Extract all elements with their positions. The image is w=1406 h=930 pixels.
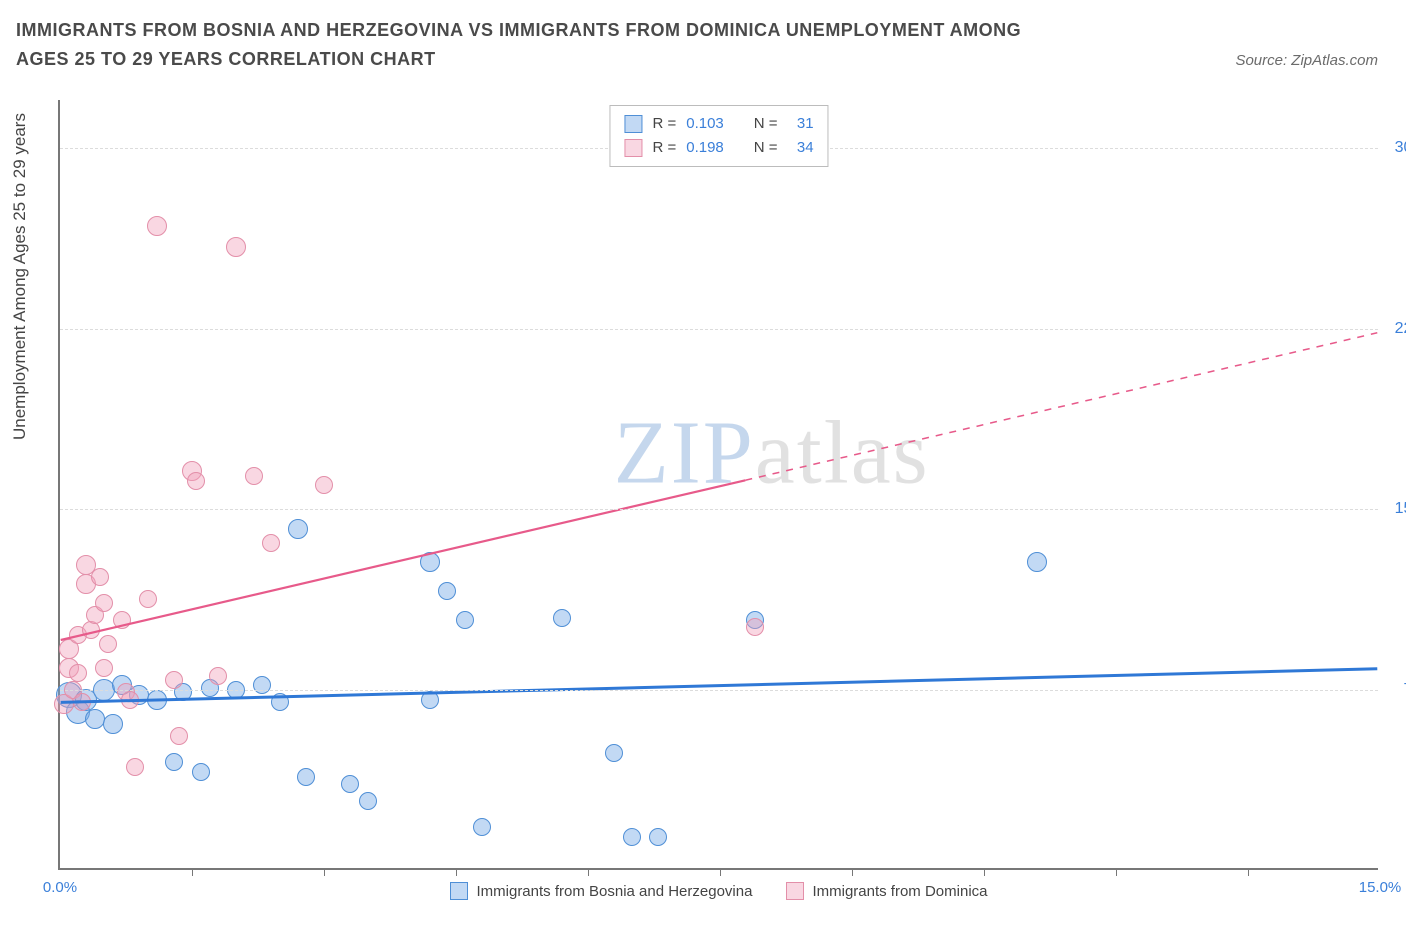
scatter-point-dominica bbox=[121, 691, 139, 709]
source-label: Source: ZipAtlas.com bbox=[1235, 52, 1378, 69]
y-axis-label: Unemployment Among Ages 25 to 29 years bbox=[10, 113, 30, 440]
scatter-point-bosnia bbox=[456, 611, 474, 629]
scatter-point-bosnia bbox=[438, 582, 456, 600]
x-tick bbox=[324, 868, 325, 876]
scatter-point-bosnia bbox=[421, 691, 439, 709]
x-tick bbox=[456, 868, 457, 876]
scatter-point-bosnia bbox=[553, 609, 571, 627]
scatter-point-dominica bbox=[95, 659, 113, 677]
legend-swatch bbox=[624, 139, 642, 157]
scatter-point-bosnia bbox=[271, 693, 289, 711]
scatter-point-dominica bbox=[170, 727, 188, 745]
scatter-point-dominica bbox=[91, 568, 109, 586]
scatter-point-dominica bbox=[226, 237, 246, 257]
r-label: R = bbox=[652, 112, 676, 136]
legend-stats: R = 0.103 N = 31 R = 0.198 N = 34 bbox=[609, 105, 828, 167]
legend-bottom: Immigrants from Bosnia and Herzegovina Im… bbox=[60, 882, 1378, 900]
scatter-point-dominica bbox=[95, 594, 113, 612]
scatter-point-dominica bbox=[113, 611, 131, 629]
x-tick bbox=[1116, 868, 1117, 876]
n-value: 34 bbox=[788, 136, 814, 160]
x-tick bbox=[984, 868, 985, 876]
title-bar: IMMIGRANTS FROM BOSNIA AND HERZEGOVINA V… bbox=[16, 16, 1390, 86]
x-tick bbox=[192, 868, 193, 876]
scatter-point-dominica bbox=[262, 534, 280, 552]
legend-item-dominica: Immigrants from Dominica bbox=[786, 882, 987, 900]
scatter-point-bosnia bbox=[420, 552, 440, 572]
scatter-point-dominica bbox=[126, 758, 144, 776]
gridline-h bbox=[60, 329, 1378, 330]
y-tick-label: 7.5% bbox=[1384, 681, 1406, 699]
scatter-point-dominica bbox=[746, 618, 764, 636]
scatter-point-bosnia bbox=[473, 818, 491, 836]
x-tick-label: 0.0% bbox=[43, 879, 77, 896]
legend-swatch bbox=[786, 882, 804, 900]
legend-swatch bbox=[624, 115, 642, 133]
x-tick bbox=[852, 868, 853, 876]
scatter-point-bosnia bbox=[297, 768, 315, 786]
scatter-point-dominica bbox=[69, 664, 87, 682]
n-label: N = bbox=[754, 136, 778, 160]
scatter-point-dominica bbox=[147, 216, 167, 236]
chart-area: R =0.103N =31R =0.198N =34 ZIPatlas Immi… bbox=[58, 100, 1378, 870]
r-label: R = bbox=[652, 136, 676, 160]
legend-label: Immigrants from Bosnia and Herzegovina bbox=[476, 883, 752, 900]
legend-item-bosnia: Immigrants from Bosnia and Herzegovina bbox=[450, 882, 752, 900]
scatter-point-dominica bbox=[315, 476, 333, 494]
r-value: 0.103 bbox=[686, 112, 724, 136]
gridline-h bbox=[60, 509, 1378, 510]
y-tick-label: 22.5% bbox=[1384, 320, 1406, 338]
x-tick-label: 15.0% bbox=[1359, 879, 1402, 896]
scatter-point-bosnia bbox=[147, 690, 167, 710]
legend-stat-row: R = 0.198 N = 34 bbox=[624, 136, 813, 160]
scatter-point-bosnia bbox=[605, 744, 623, 762]
scatter-point-bosnia bbox=[341, 775, 359, 793]
scatter-point-dominica bbox=[73, 693, 91, 711]
x-tick bbox=[588, 868, 589, 876]
scatter-point-bosnia bbox=[649, 828, 667, 846]
scatter-point-bosnia bbox=[359, 792, 377, 810]
legend-label: Immigrants from Dominica bbox=[812, 883, 987, 900]
legend-stat-row: R = 0.103 N = 31 bbox=[624, 112, 813, 136]
scatter-point-bosnia bbox=[1027, 552, 1047, 572]
plot-region bbox=[60, 100, 1378, 868]
scatter-point-bosnia bbox=[192, 763, 210, 781]
scatter-point-dominica bbox=[99, 635, 117, 653]
scatter-point-bosnia bbox=[165, 753, 183, 771]
scatter-point-dominica bbox=[209, 667, 227, 685]
x-tick bbox=[1248, 868, 1249, 876]
scatter-point-dominica bbox=[187, 472, 205, 490]
n-label: N = bbox=[754, 112, 778, 136]
scatter-point-dominica bbox=[139, 590, 157, 608]
scatter-point-bosnia bbox=[288, 519, 308, 539]
x-tick bbox=[720, 868, 721, 876]
legend-swatch bbox=[450, 882, 468, 900]
y-tick-label: 15.0% bbox=[1384, 500, 1406, 518]
scatter-point-dominica bbox=[245, 467, 263, 485]
scatter-point-bosnia bbox=[253, 676, 271, 694]
gridline-h bbox=[60, 690, 1378, 691]
chart-title: IMMIGRANTS FROM BOSNIA AND HERZEGOVINA V… bbox=[16, 16, 1076, 74]
r-value: 0.198 bbox=[686, 136, 724, 160]
scatter-point-dominica bbox=[165, 671, 183, 689]
scatter-point-bosnia bbox=[623, 828, 641, 846]
y-tick-label: 30.0% bbox=[1384, 139, 1406, 157]
scatter-point-bosnia bbox=[103, 714, 123, 734]
n-value: 31 bbox=[788, 112, 814, 136]
